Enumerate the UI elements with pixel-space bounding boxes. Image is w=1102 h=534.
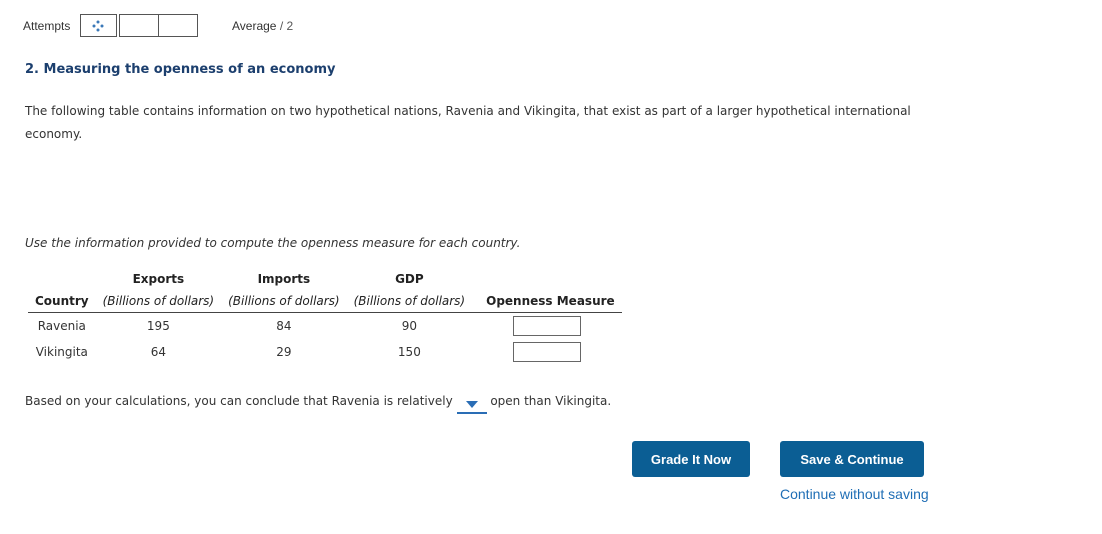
openness-input[interactable]	[512, 316, 581, 336]
cell: 195	[146, 319, 170, 333]
conclusion: Based on your calculations, you can conc…	[25, 394, 611, 414]
average-total: / 2	[279, 19, 294, 33]
instruction-text: Use the information provided to compute …	[25, 236, 521, 250]
cell: Vikingita	[35, 345, 88, 359]
column-header: Openness Measure	[472, 290, 622, 313]
dropdown-arrow	[465, 401, 478, 408]
column-header: Imports	[257, 272, 311, 286]
column-header: Country	[28, 290, 96, 313]
continue-link[interactable]: Continue without saving	[780, 486, 929, 502]
column-unit: (Billions of dollars)	[221, 290, 347, 313]
cell: 29	[276, 345, 292, 359]
grade-button[interactable]: Grade It Now	[632, 441, 750, 477]
attempt-icon	[92, 20, 104, 32]
data-table: Exports Imports GDP Country (Billions of…	[28, 268, 622, 365]
attempts-label: Attempts	[23, 19, 71, 33]
cell: 150	[397, 345, 421, 359]
column-unit: (Billions of dollars)	[95, 290, 222, 313]
conclusion-after: open than Vikingita.	[490, 394, 612, 408]
attempt-icon-box	[80, 14, 117, 37]
attempt-box	[119, 14, 159, 37]
column-unit: (Billions of dollars)	[346, 290, 473, 313]
attempt-box	[158, 14, 198, 37]
intro-text: The following table contains information…	[25, 104, 911, 141]
conclusion-before: Based on your calculations, you can conc…	[25, 394, 453, 408]
dropdown[interactable]	[456, 398, 487, 414]
openness-input[interactable]	[512, 342, 581, 362]
cell: 90	[401, 319, 418, 333]
cell: Ravenia	[37, 319, 86, 333]
cell: 64	[150, 345, 167, 359]
average-label: Average	[232, 19, 277, 33]
column-header: Exports	[132, 272, 185, 286]
average: Average / 2	[232, 19, 293, 33]
cell: 84	[276, 319, 292, 333]
column-header: GDP	[395, 272, 424, 286]
question-title: 2. Measuring the openness of an economy	[25, 62, 336, 77]
save-button[interactable]: Save & Continue	[780, 441, 924, 477]
